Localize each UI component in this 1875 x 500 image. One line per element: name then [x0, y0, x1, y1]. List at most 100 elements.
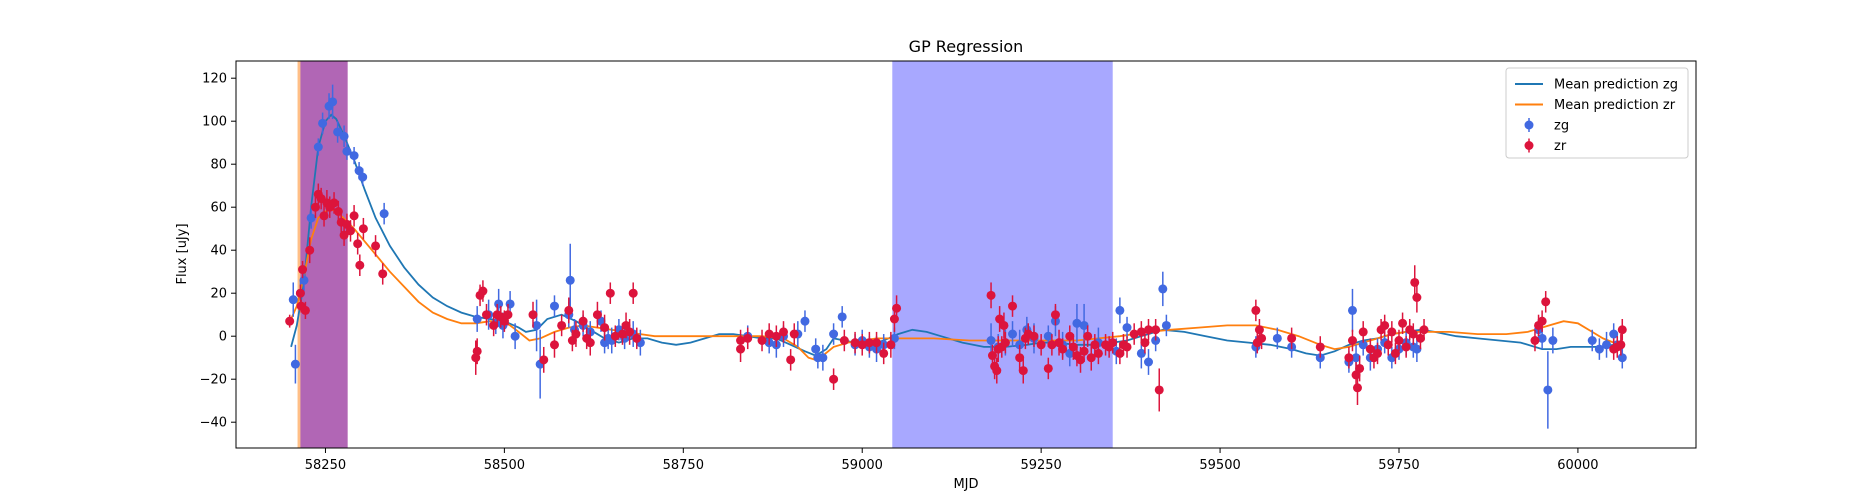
data-point — [1365, 344, 1375, 354]
data-point — [565, 275, 575, 285]
legend-item: zr — [1524, 138, 1567, 154]
data-point — [371, 241, 381, 251]
data-point — [1537, 316, 1547, 326]
data-point — [1068, 342, 1078, 352]
data-point — [305, 245, 315, 255]
data-point — [1076, 355, 1086, 365]
data-point — [481, 310, 491, 320]
data-point — [1543, 385, 1553, 395]
data-point — [478, 286, 488, 296]
data-point — [1029, 331, 1039, 341]
data-layer — [285, 61, 1627, 448]
data-point — [850, 338, 860, 348]
data-point — [1419, 325, 1429, 335]
data-point — [889, 314, 899, 324]
data-point — [857, 340, 867, 350]
data-point — [1083, 331, 1093, 341]
legend-item: Mean prediction zg — [1515, 78, 1678, 93]
data-point — [605, 288, 615, 298]
data-point — [1602, 340, 1612, 350]
data-point — [829, 329, 839, 339]
data-point — [290, 359, 300, 369]
data-point — [564, 305, 574, 315]
data-point — [318, 118, 328, 128]
data-point — [299, 275, 309, 285]
data-point — [571, 329, 581, 339]
data-point — [1537, 333, 1547, 343]
data-point — [1072, 318, 1082, 328]
data-point — [1161, 320, 1171, 330]
plot-area: 58250 58500 58750 59000 59250 59500 59750 60000… — [200, 60, 1697, 473]
data-point — [1315, 342, 1325, 352]
data-point — [1347, 305, 1357, 315]
data-point — [736, 336, 746, 345]
data-point — [1548, 336, 1558, 345]
data-point — [1617, 353, 1627, 363]
x-axis-label: MJD — [953, 477, 978, 492]
data-point — [1594, 344, 1604, 354]
data-point — [328, 97, 338, 107]
data-point — [999, 320, 1009, 330]
data-point — [864, 338, 874, 348]
data-point — [1136, 327, 1146, 337]
data-point — [1415, 333, 1425, 343]
y-tick-label: 80 — [210, 158, 227, 173]
data-point — [346, 226, 356, 236]
data-point — [743, 333, 753, 343]
x-tick-label: 58250 — [305, 458, 346, 473]
data-point — [505, 299, 515, 309]
data-point — [1390, 348, 1400, 358]
data-point — [1050, 310, 1060, 320]
data-point — [578, 316, 588, 326]
y-tick-label: 20 — [210, 287, 227, 302]
data-point — [333, 127, 343, 137]
data-point — [295, 288, 305, 298]
data-point — [353, 239, 363, 249]
data-point — [1254, 325, 1264, 335]
data-point — [617, 329, 627, 339]
data-point — [1115, 348, 1125, 358]
data-point — [632, 333, 642, 343]
legend-marker-swatch — [1524, 141, 1534, 150]
data-point — [1412, 293, 1422, 302]
data-point — [1008, 301, 1018, 311]
y-tick-label: 0 — [219, 330, 227, 345]
data-point — [1115, 305, 1125, 315]
data-point — [1086, 353, 1096, 363]
x-tick-label: 59750 — [1378, 458, 1419, 473]
data-point — [592, 310, 602, 320]
data-point — [1401, 342, 1411, 352]
data-point — [358, 172, 368, 182]
data-point — [1541, 297, 1551, 307]
data-point — [1387, 327, 1397, 337]
data-point — [494, 299, 504, 309]
data-point — [298, 265, 308, 275]
x-tick-label: 60000 — [1557, 458, 1598, 473]
data-point — [1410, 277, 1420, 287]
data-point — [1000, 338, 1010, 348]
data-point — [1355, 363, 1365, 373]
x-tick-label: 58750 — [663, 458, 704, 473]
data-point — [1530, 336, 1540, 345]
data-point — [472, 346, 482, 356]
data-point — [532, 320, 542, 330]
y-tick-label: −40 — [200, 416, 227, 431]
data-point — [1154, 385, 1164, 395]
data-point — [557, 320, 567, 330]
data-point — [1144, 357, 1153, 367]
data-point — [995, 314, 1005, 324]
data-point — [1257, 333, 1267, 343]
data-point — [358, 224, 368, 234]
data-point — [811, 344, 821, 354]
legend-marker-swatch — [1524, 120, 1534, 130]
data-point — [757, 336, 767, 345]
data-point — [339, 131, 349, 141]
data-point — [472, 314, 482, 324]
data-point — [1358, 327, 1368, 337]
data-point — [549, 301, 559, 311]
legend: Mean prediction zg Mean prediction zr zg zr — [1505, 67, 1689, 159]
data-point — [628, 288, 638, 298]
data-point — [1144, 325, 1153, 335]
data-point — [829, 374, 839, 384]
data-point — [610, 331, 620, 341]
